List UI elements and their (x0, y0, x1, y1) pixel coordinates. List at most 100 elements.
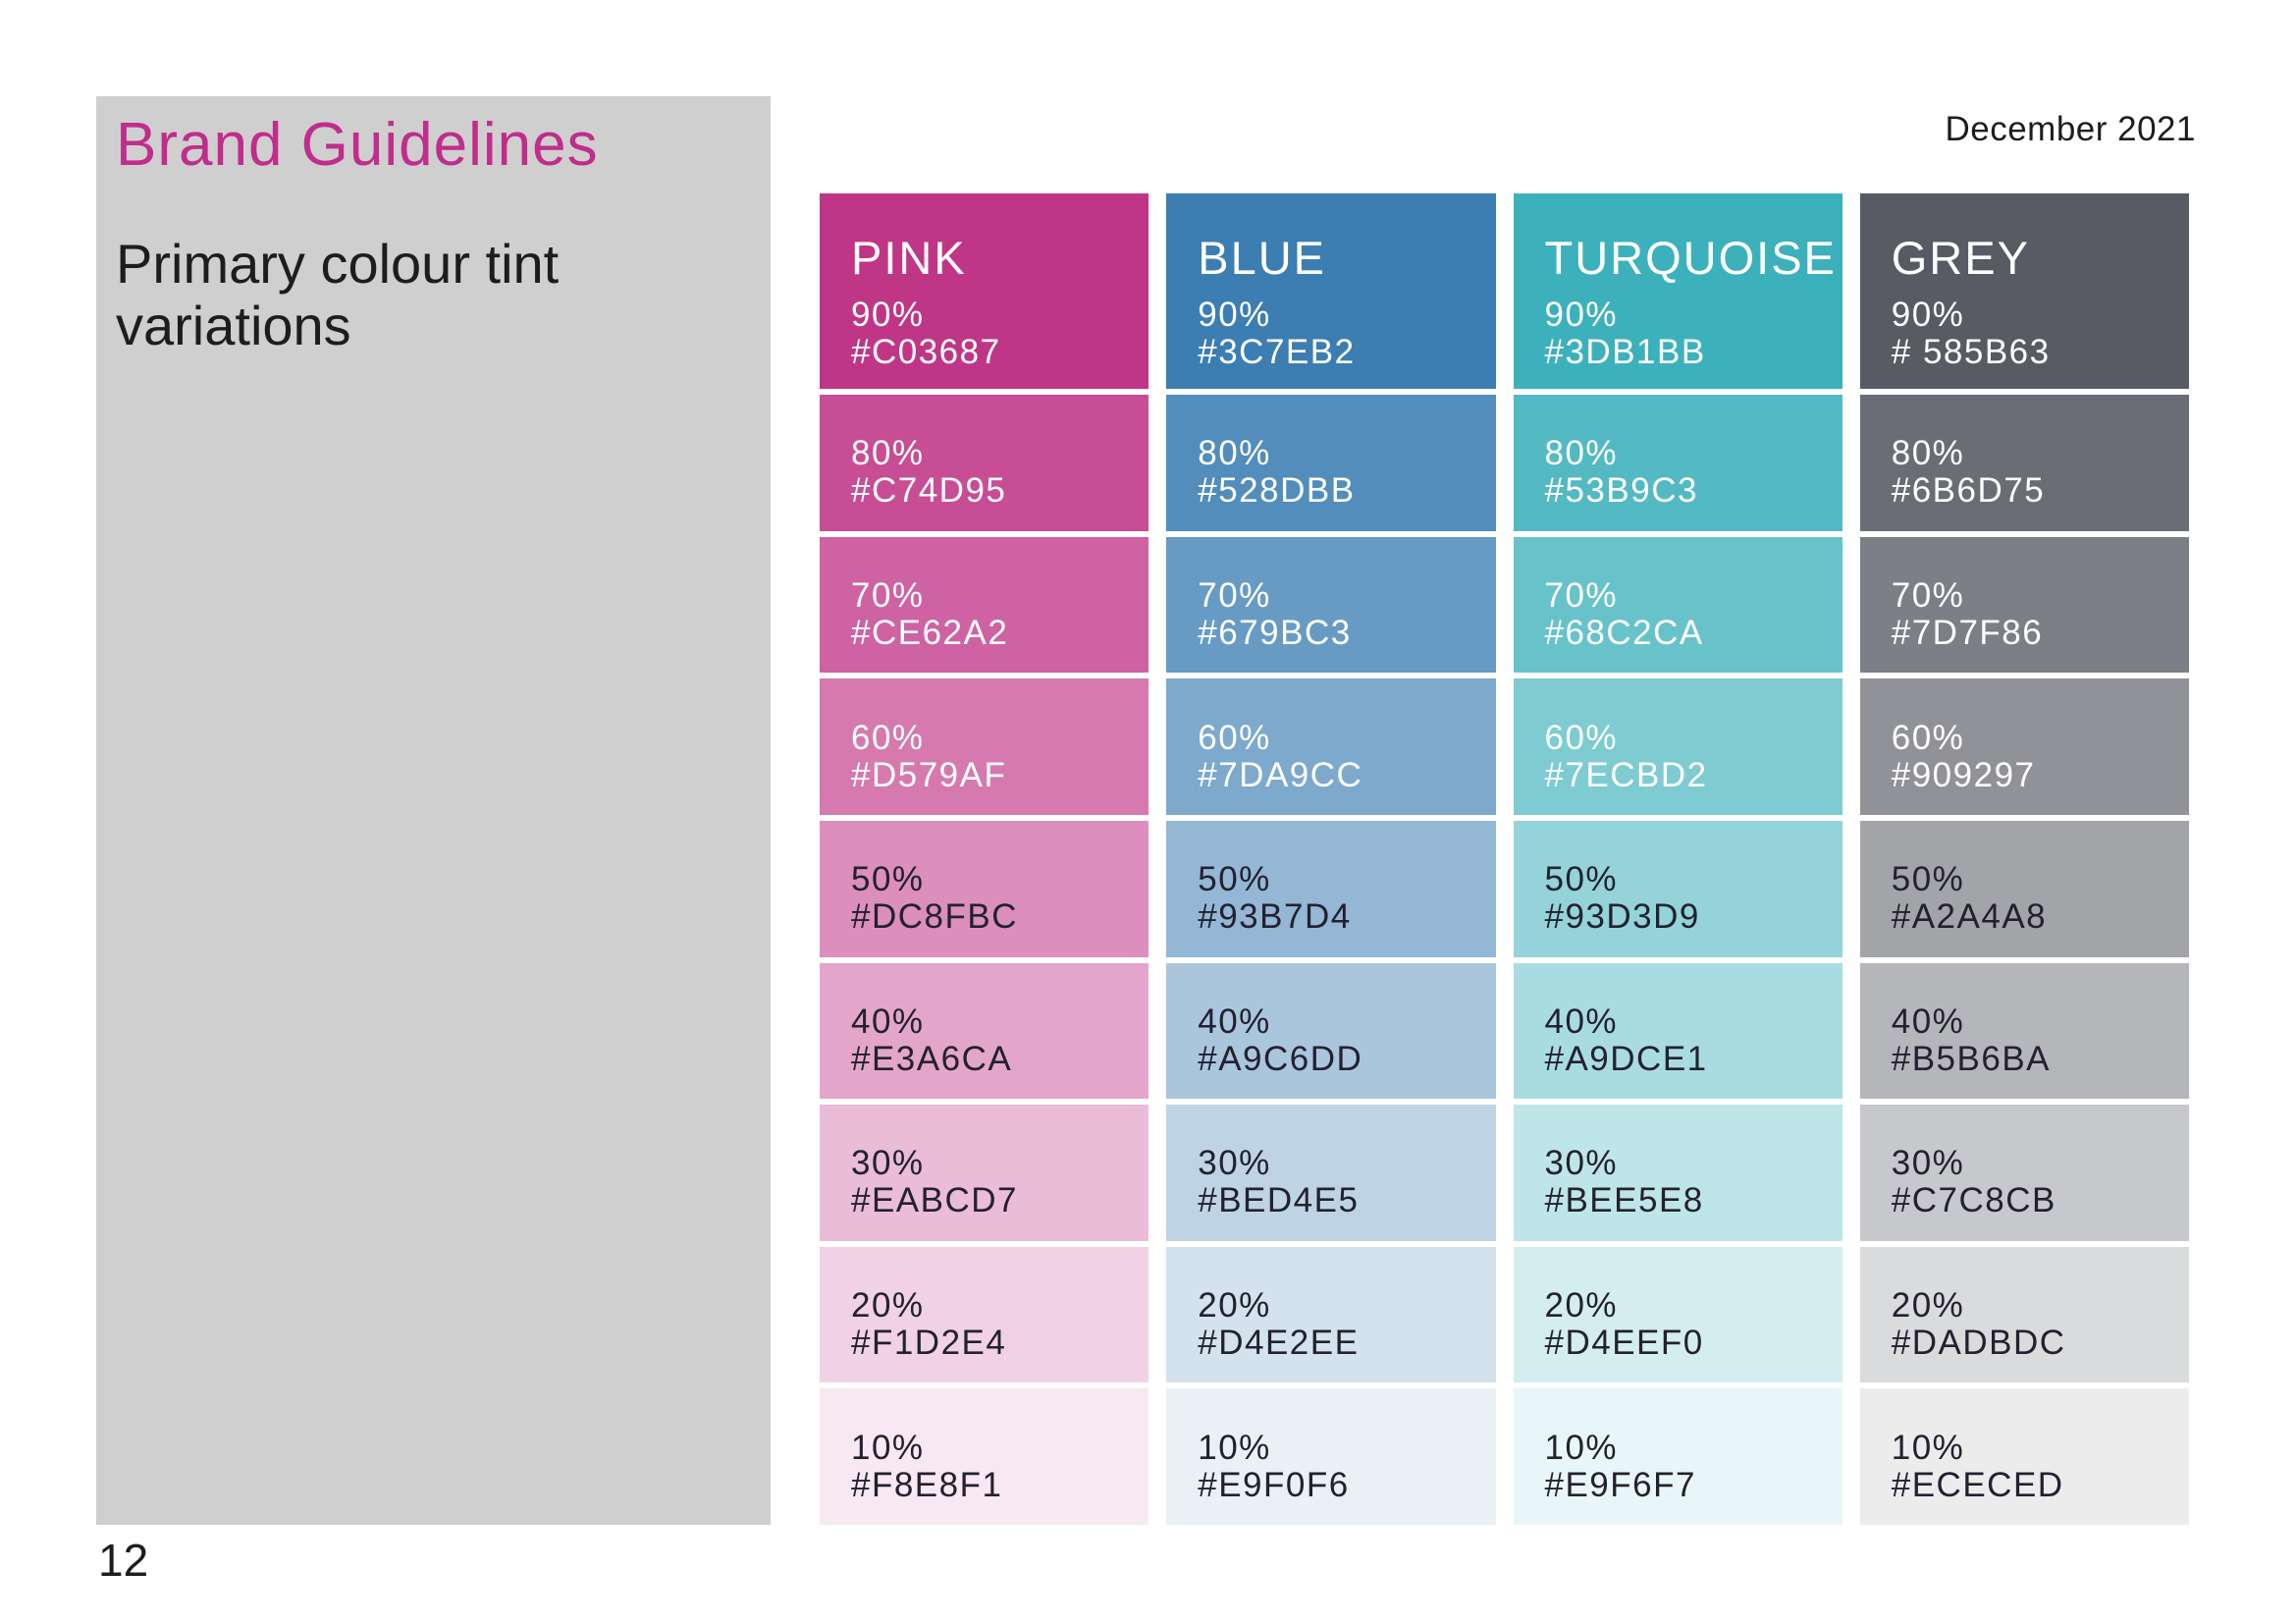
tint-percent-label: 90% (1544, 296, 1619, 334)
tint-hex-label: #DADBDC (1891, 1324, 2066, 1363)
tint-swatch: 10% #F8E8F1 (820, 1388, 1149, 1525)
tint-swatch: 40% #A9DCE1 (1513, 962, 1842, 1100)
tint-swatch: 30% #BEE5E8 (1513, 1105, 1842, 1241)
tint-percent-label: 20% (1891, 1286, 1965, 1326)
tint-percent-label: 90% (1198, 296, 1271, 334)
column-title: BLUE (1198, 232, 1327, 284)
tint-swatch: 20% #DADBDC (1859, 1246, 2189, 1383)
tint-hex-label: #C03687 (851, 333, 1001, 371)
tint-hex-label: #BED4E5 (1198, 1181, 1360, 1220)
tint-column-pink: PINK 90% #C03687 80% #C74D95 70% #CE62A2 60% #D5… (820, 193, 1149, 1525)
sidebar-panel: Brand Guidelines Primary colour tint vari… (96, 96, 771, 1525)
page-subtitle-line1: Primary colour tint (116, 233, 560, 295)
tint-percent-label: 80% (1198, 434, 1271, 473)
tint-swatch: 70% #CE62A2 (820, 536, 1149, 674)
tint-hex-label: #909297 (1891, 755, 2036, 794)
tint-swatch: 40% #B5B6BA (1859, 962, 2189, 1100)
tint-swatch: 50% #93B7D4 (1166, 820, 1496, 957)
tint-percent-label: 40% (1891, 1001, 1965, 1041)
tint-percent-label: 50% (1198, 860, 1271, 899)
tint-swatch: 10% #E9F6F7 (1513, 1388, 1842, 1525)
tint-swatch: 40% #A9C6DD (1166, 962, 1496, 1100)
tint-swatch: 30% #BED4E5 (1166, 1105, 1496, 1241)
tint-swatch: 80% #53B9C3 (1513, 395, 1842, 531)
tint-percent-label: 90% (1891, 296, 1965, 334)
tint-hex-label: #E3A6CA (851, 1039, 1013, 1078)
tint-hex-label: #CE62A2 (851, 613, 1009, 652)
column-title: GREY (1891, 232, 2030, 284)
column-title: TURQUOISE (1544, 232, 1837, 284)
tint-hex-label: #93B7D4 (1198, 897, 1352, 937)
tint-hex-label: #7ECBD2 (1544, 755, 1708, 794)
tint-percent-label: 20% (1544, 1286, 1619, 1326)
tint-hex-label: #DC8FBC (851, 897, 1018, 937)
tint-percent-label: 10% (1544, 1428, 1619, 1467)
column-title: PINK (851, 232, 967, 284)
tint-percent-label: 50% (851, 860, 925, 899)
tint-column-blue: BLUE 90% #3C7EB2 80% #528DBB 70% #679BC3 60% #7D… (1166, 193, 1496, 1525)
tint-columns: PINK 90% #C03687 80% #C74D95 70% #CE62A2 60% #D5… (820, 193, 2189, 1525)
tint-percent-label: 70% (1198, 575, 1271, 615)
tint-percent-label: 50% (1891, 860, 1965, 899)
tint-swatch: 50% #A2A4A8 (1859, 820, 2189, 957)
tint-percent-label: 10% (1891, 1428, 1965, 1467)
tint-percent-label: 10% (1198, 1428, 1271, 1467)
tint-hex-label: #6B6D75 (1891, 471, 2046, 511)
tint-hex-label: #ECECED (1891, 1465, 2064, 1504)
tint-swatch: 60% #7ECBD2 (1513, 678, 1842, 815)
tint-hex-label: #BEE5E8 (1544, 1181, 1704, 1220)
date-label: December 2021 (1945, 110, 2196, 148)
tint-swatch: 20% #F1D2E4 (820, 1246, 1149, 1383)
tint-swatch: 30% #C7C8CB (1859, 1105, 2189, 1241)
tint-swatch: 40% #E3A6CA (820, 962, 1149, 1100)
tint-hex-label: #68C2CA (1544, 613, 1704, 652)
tint-swatch: 50% #93D3D9 (1513, 820, 1842, 957)
tint-swatch: TURQUOISE 90% #3DB1BB (1513, 193, 1842, 389)
tint-hex-label: #A9C6DD (1198, 1039, 1363, 1078)
tint-swatch: 60% #7DA9CC (1166, 678, 1496, 815)
tint-percent-label: 60% (851, 718, 925, 757)
tint-swatch: 10% #ECECED (1859, 1388, 2189, 1525)
tint-swatch: 10% #E9F0F6 (1166, 1388, 1496, 1525)
tint-hex-label: #D4EEF0 (1544, 1324, 1704, 1363)
tint-hex-label: #E9F6F7 (1544, 1465, 1696, 1504)
tint-hex-label: #F8E8F1 (851, 1465, 1003, 1504)
tint-swatch: 50% #DC8FBC (820, 820, 1149, 957)
tint-hex-label: #F1D2E4 (851, 1324, 1007, 1363)
tint-hex-label: #C7C8CB (1891, 1181, 2056, 1220)
tint-hex-label: #679BC3 (1198, 613, 1352, 652)
tint-percent-label: 30% (851, 1144, 925, 1183)
tint-percent-label: 40% (1198, 1001, 1271, 1041)
tint-swatch: 70% #68C2CA (1513, 536, 1842, 674)
tint-swatch: PINK 90% #C03687 (820, 193, 1149, 389)
tint-hex-label: #528DBB (1198, 471, 1356, 511)
tint-percent-label: 70% (851, 575, 925, 615)
page-subtitle-line2: variations (116, 294, 351, 356)
tint-hex-label: #E9F0F6 (1198, 1465, 1350, 1504)
tint-percent-label: 80% (851, 434, 925, 473)
tint-column-turquoise: TURQUOISE 90% #3DB1BB 80% #53B9C3 70% #68C2CA 6… (1513, 193, 1842, 1525)
tint-hex-label: # 585B63 (1891, 333, 2051, 371)
tint-hex-label: #C74D95 (851, 471, 1007, 511)
tint-percent-label: 60% (1544, 718, 1619, 757)
tint-column-grey: GREY 90% # 585B63 80% #6B6D75 70% #7D7F86 60% #9… (1859, 193, 2189, 1525)
tint-swatch: 80% #528DBB (1166, 395, 1496, 531)
tint-percent-label: 40% (851, 1001, 925, 1041)
tint-hex-label: #3C7EB2 (1198, 333, 1356, 371)
tint-percent-label: 30% (1891, 1144, 1965, 1183)
tint-percent-label: 20% (851, 1286, 925, 1326)
tint-percent-label: 10% (851, 1428, 925, 1467)
tint-percent-label: 80% (1544, 434, 1619, 473)
tint-swatch: 80% #C74D95 (820, 395, 1149, 531)
tint-percent-label: 50% (1544, 860, 1619, 899)
tint-hex-label: #EABCD7 (851, 1181, 1019, 1220)
tint-hex-label: #B5B6BA (1891, 1039, 2052, 1078)
page-subtitle: Primary colour tint variations (116, 233, 560, 356)
page-number: 12 (98, 1535, 149, 1586)
tint-swatch: 60% #D579AF (820, 678, 1149, 815)
tint-swatch: 20% #D4E2EE (1166, 1246, 1496, 1383)
tint-hex-label: #A9DCE1 (1544, 1039, 1708, 1078)
tint-percent-label: 60% (1891, 718, 1965, 757)
tint-hex-label: #7DA9CC (1198, 755, 1363, 794)
